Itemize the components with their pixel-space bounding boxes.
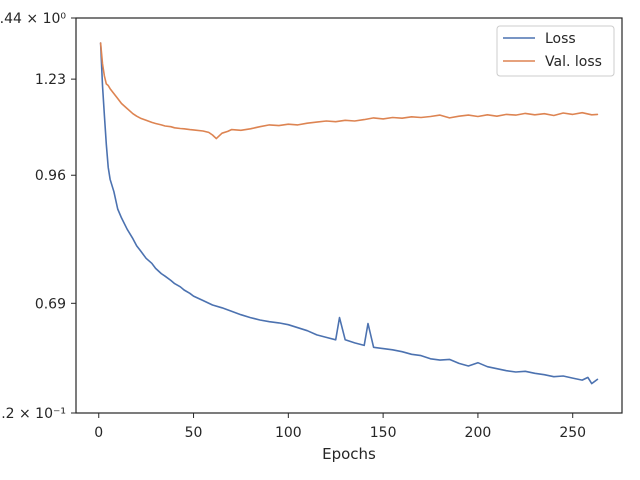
x-tick-label: 150 <box>370 425 397 441</box>
plot-area <box>76 18 622 413</box>
x-axis-ticks: 0 50 100 150 200 250 <box>94 413 586 441</box>
x-tick-label: 0 <box>94 425 103 441</box>
x-tick-label: 200 <box>465 425 492 441</box>
legend: Loss Val. loss <box>496 25 615 77</box>
y-tick-label: 1.23 <box>35 72 66 88</box>
series-line-val-loss <box>99 42 599 140</box>
x-axis-label: Epochs <box>322 445 376 463</box>
series-line-loss <box>99 42 599 385</box>
y-tick-label: 0.69 <box>35 296 66 312</box>
y-tick-label: 1.44 × 10⁰ <box>0 11 66 27</box>
x-tick-label: 100 <box>275 425 302 441</box>
legend-label-loss: Loss <box>545 31 576 47</box>
y-tick-label: 5.2 × 10⁻¹ <box>0 406 66 422</box>
x-tick-label: 50 <box>185 425 203 441</box>
y-tick-label: 0.96 <box>35 168 66 184</box>
legend-label-val-loss: Val. loss <box>545 54 602 70</box>
y-axis-ticks: 1.44 × 10⁰ 1.23 0.96 0.69 5.2 × 10⁻¹ <box>0 11 76 422</box>
series-layer <box>99 42 599 385</box>
x-tick-label: 250 <box>559 425 586 441</box>
axes-frame <box>75 17 623 414</box>
